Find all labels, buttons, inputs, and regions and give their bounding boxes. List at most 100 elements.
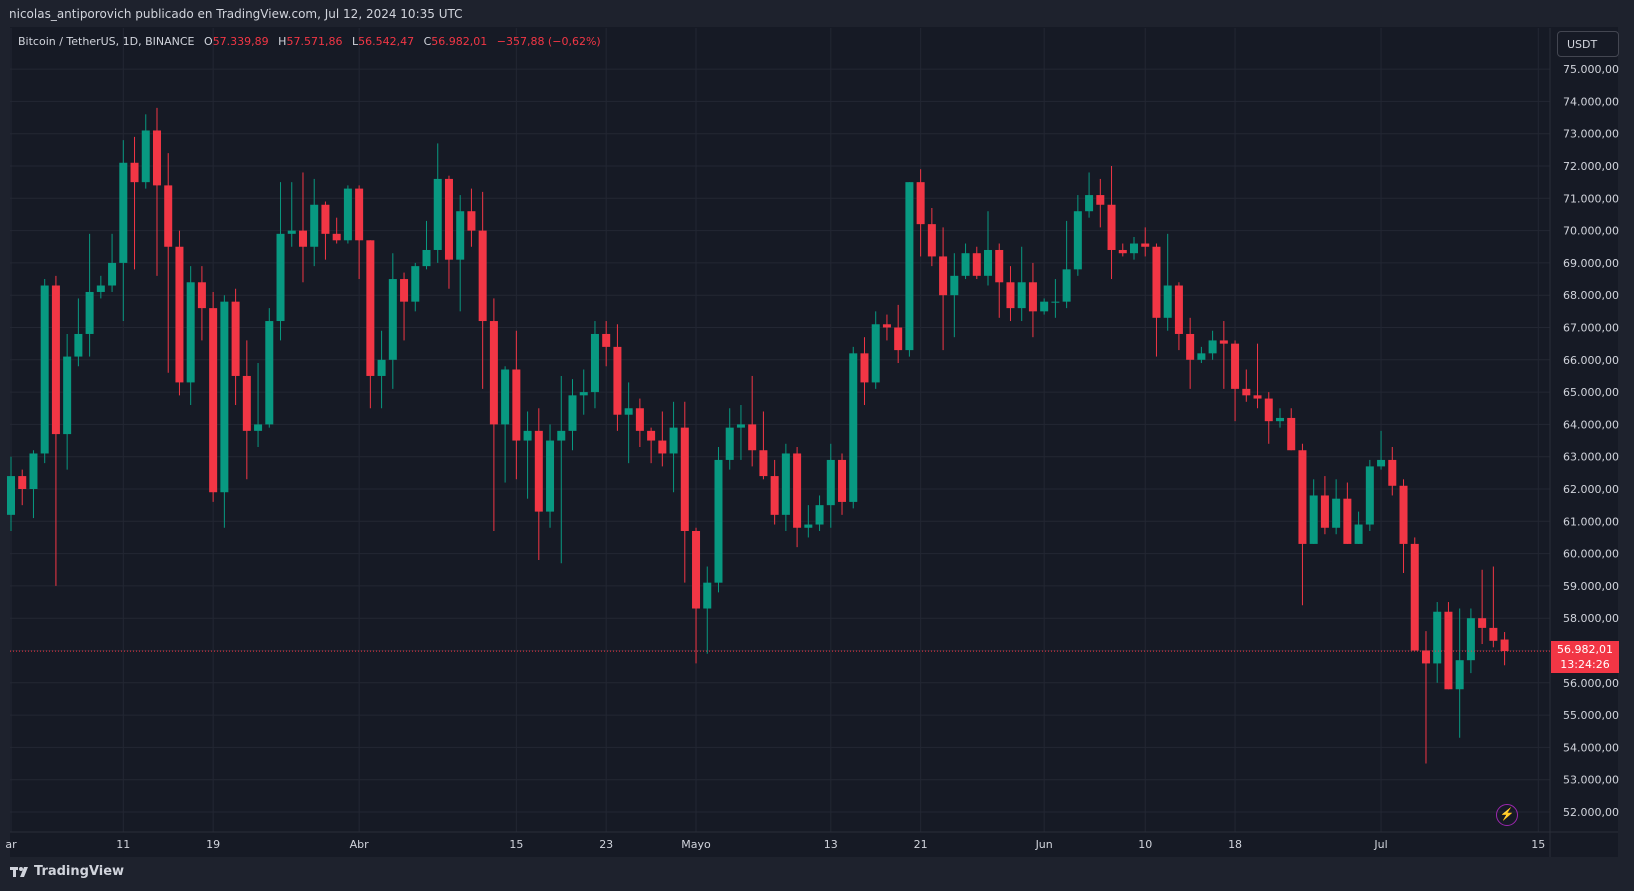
candle-body	[1275, 417, 1284, 422]
published-line: nicolas_antiporovich publicado en Tradin…	[9, 7, 463, 21]
y-tick-label: 73.000,00	[1563, 128, 1619, 141]
y-tick-label: 61.000,00	[1563, 515, 1619, 528]
candle-body	[882, 324, 891, 328]
candle-body	[343, 188, 352, 241]
candle-body	[546, 440, 555, 512]
x-tick-label: 21	[914, 838, 928, 851]
candle-body	[310, 204, 319, 247]
candle-body	[7, 476, 15, 515]
candle-body	[298, 230, 307, 247]
candle-body	[916, 182, 925, 225]
candle-body	[950, 275, 959, 296]
chart-area[interactable]	[10, 27, 1618, 857]
bar-countdown: 13:24:26	[1560, 658, 1610, 671]
candle-body	[748, 424, 757, 451]
candle-body	[725, 427, 734, 460]
candle-body	[1130, 243, 1138, 254]
candle-body	[860, 353, 869, 383]
tradingview-logo-icon[interactable]	[10, 864, 32, 880]
candle-body	[1433, 611, 1442, 664]
x-tick-label: Mayo	[681, 838, 711, 851]
y-tick-label: 59.000,00	[1563, 580, 1619, 593]
low-value: 56.542,47	[358, 35, 415, 48]
candle-body	[1141, 243, 1150, 247]
candle-body	[602, 333, 611, 347]
candle-body	[826, 459, 835, 506]
candle-body	[635, 408, 644, 431]
candle-body	[130, 162, 139, 183]
candle-body	[1085, 195, 1094, 212]
x-tick-label: 19	[206, 838, 220, 851]
candle-body	[1343, 498, 1352, 544]
candle-body	[96, 285, 105, 292]
candle-body	[1028, 282, 1037, 312]
candle-body	[220, 301, 229, 493]
candle-body	[1062, 269, 1071, 302]
candle-body	[433, 178, 442, 250]
x-tick-label: Jul	[1373, 838, 1387, 851]
candle-body	[444, 178, 453, 260]
candle-body	[613, 346, 622, 415]
x-tick-label: 13	[824, 838, 838, 851]
candle-body	[29, 453, 38, 489]
candle-body	[579, 392, 588, 396]
y-tick-label: 58.000,00	[1563, 612, 1619, 625]
candle-body	[1388, 459, 1397, 486]
candle-body	[1489, 627, 1498, 641]
y-tick-label: 67.000,00	[1563, 322, 1619, 335]
candle-body	[1219, 340, 1228, 344]
low-label: L	[351, 35, 359, 48]
candle-body	[793, 453, 802, 528]
candle-body	[1466, 618, 1475, 661]
candle-body	[254, 424, 263, 431]
change-value: −357,88 (−0,62%)	[496, 35, 601, 48]
x-tick-label: ar	[5, 838, 17, 851]
x-tick-label: 15	[1531, 838, 1545, 851]
candle-body	[658, 440, 667, 454]
candle-body	[815, 505, 824, 525]
lightning-bolt-icon[interactable]: ⚡	[1496, 804, 1518, 826]
candle-body	[770, 476, 779, 515]
candle-body	[265, 321, 274, 425]
candle-body	[1298, 450, 1307, 544]
candle-body	[557, 430, 566, 441]
candle-body	[1006, 282, 1015, 309]
candle-body	[523, 430, 532, 441]
candle-body	[63, 356, 72, 435]
x-tick-label: 15	[509, 838, 523, 851]
candle-body	[680, 427, 689, 531]
candle-body	[1163, 285, 1172, 318]
candle-body	[1500, 639, 1509, 652]
y-tick-label: 56.000,00	[1563, 677, 1619, 690]
last-price-value: 56.982,01	[1557, 643, 1613, 656]
y-tick-label: 53.000,00	[1563, 774, 1619, 787]
candle-body	[197, 282, 206, 309]
candle-body	[231, 301, 240, 376]
candle-body	[781, 453, 790, 515]
y-tick-label: 64.000,00	[1563, 418, 1619, 431]
candle-body	[1186, 333, 1195, 360]
symbol-label[interactable]: Bitcoin / TetherUS, 1D, BINANCE	[18, 35, 195, 48]
candle-body	[590, 333, 599, 393]
candle-body	[40, 285, 49, 454]
candle-body	[1040, 301, 1049, 312]
candle-body	[624, 408, 633, 415]
candle-body	[141, 130, 150, 183]
candle-body	[1017, 282, 1026, 309]
candle-body	[961, 253, 970, 276]
candle-body	[400, 279, 409, 302]
candle-body	[1197, 353, 1206, 360]
candle-body	[366, 240, 375, 376]
y-tick-label: 69.000,00	[1563, 257, 1619, 270]
x-tick-label: Abr	[350, 838, 370, 851]
candle-body	[995, 249, 1004, 283]
candle-body	[1399, 485, 1408, 544]
y-tick-label: 74.000,00	[1563, 95, 1619, 108]
currency-button[interactable]: USDT	[1557, 31, 1619, 57]
high-value: 57.571,86	[286, 35, 343, 48]
brand-name[interactable]: TradingView	[34, 864, 125, 879]
candle-body	[894, 327, 903, 351]
candle-body	[984, 249, 993, 276]
candle-body	[849, 353, 858, 502]
